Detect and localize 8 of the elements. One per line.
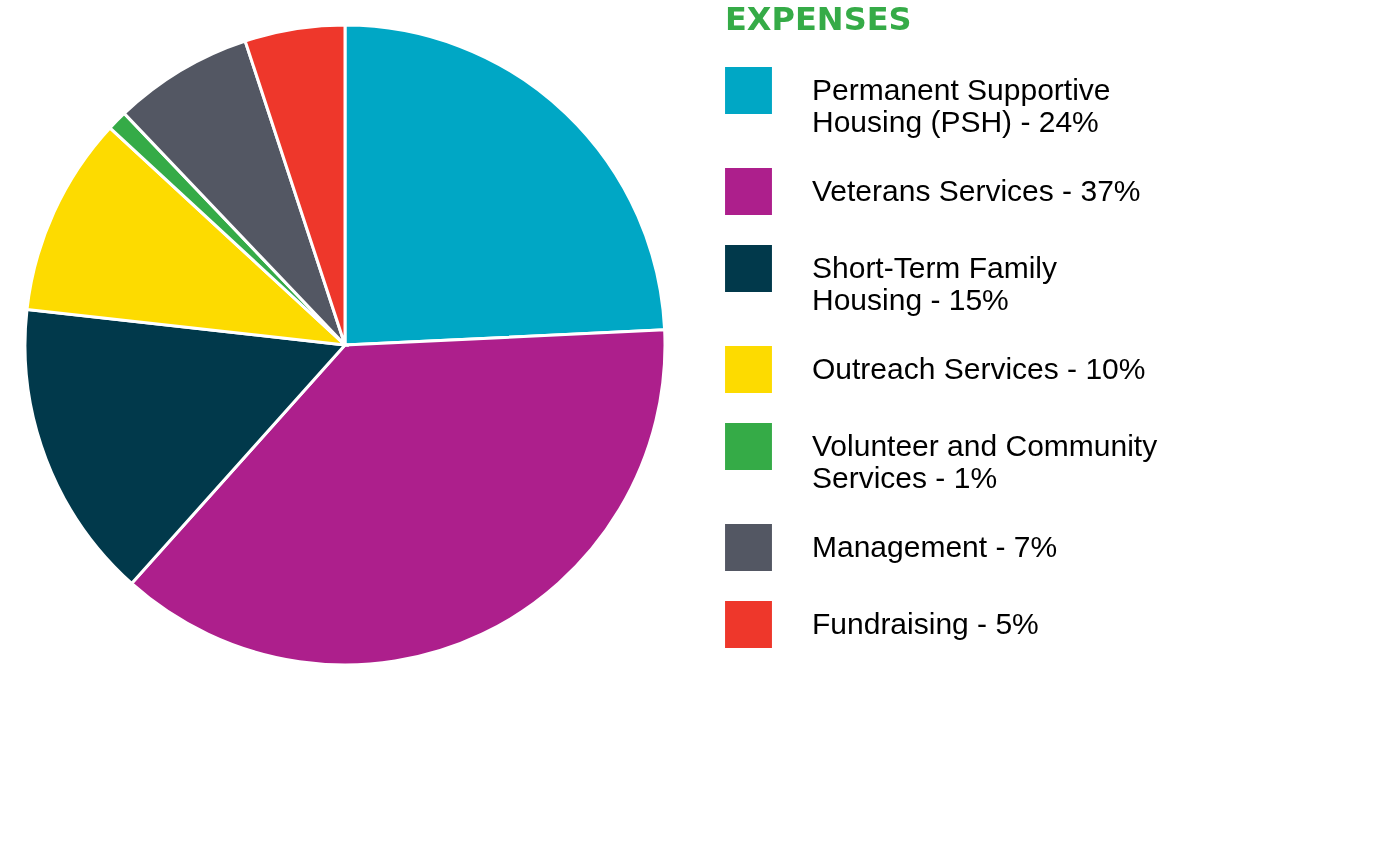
legend-label: Outreach Services - 10% (812, 351, 1146, 385)
legend-title: EXPENSES (725, 0, 912, 38)
legend-label: Veterans Services - 37% (812, 173, 1141, 207)
legend-label: Fundraising - 5% (812, 606, 1039, 640)
legend-label: Short-Term Family Housing - 15% (812, 250, 1058, 316)
legend-label: Management - 7% (812, 529, 1058, 563)
legend-label: Volunteer and Community Services - 1% (812, 428, 1158, 494)
legend-label: Permanent Supportive Housing (PSH) - 24% (812, 72, 1111, 138)
